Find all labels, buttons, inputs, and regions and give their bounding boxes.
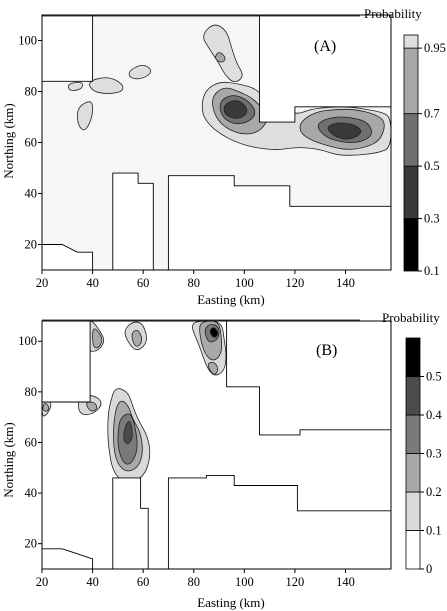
panel-a-contour-0p7-0p95-3 — [76, 101, 94, 131]
panel-b-y-tick-label-80: 80 — [25, 385, 38, 399]
panel-a-colorbar: 0.1 0.3 0.5 0.7 0.95 — [403, 34, 446, 278]
panel-a-colorbar-band-2 — [403, 113, 419, 167]
panel-a-x-tick-label-120: 120 — [286, 276, 305, 290]
panel-b-excluded-area-0 — [42, 321, 91, 403]
panel-a-contour-0p7-0p95-4 — [203, 24, 243, 83]
panel-b-colorbar-tick-label-0: 0 — [426, 562, 432, 576]
panel-b-contour-0p4-0p5-0 — [123, 421, 133, 444]
panel-b-excluded-area-1 — [226, 321, 391, 436]
panel-a-excluded-area-3 — [112, 172, 154, 270]
panel-b-legend-title: Probability — [382, 310, 440, 325]
panel-a-contour-0p7-0p95-1 — [68, 81, 83, 91]
panel-a-x-axis-label: Easting (km) — [197, 292, 265, 307]
panel-b-frame — [41, 320, 392, 570]
panel-b-colorbar-band-0 — [405, 530, 421, 570]
panel-a-x-tick-label-60: 60 — [137, 276, 150, 290]
panel-a-colorbar-tick-label-0: 0.1 — [424, 264, 440, 278]
panel-b-x-tick-label-140: 140 — [336, 575, 355, 589]
panel-b-x-axis-label: Easting (km) — [197, 595, 265, 610]
panel-b-contour-0p2-0p3-1 — [131, 330, 143, 347]
panel-a-label: (A) — [314, 38, 336, 55]
panel-b-x-tick-label-40: 40 — [86, 575, 99, 589]
panel-b-excluded-area-4 — [167, 474, 391, 569]
panel-b-x-ticks: 20 40 60 80 100 120 140 — [36, 569, 355, 589]
panel-a-y-axis-label: Northing (km) — [1, 103, 16, 178]
panel-b-colorbar-band-5 — [405, 337, 421, 377]
panel-b-y-ticks: 20 40 60 80 100 — [18, 334, 42, 551]
panel-a-y-tick-label-80: 80 — [25, 85, 38, 99]
panel-a-y-tick-label-20: 20 — [25, 238, 38, 252]
panel-b-colorbar-tick-label-3: 0.3 — [426, 447, 442, 461]
panel-b-colorbar-tick-label-5: 0.5 — [426, 370, 442, 384]
panel-a-colorbar-band-4 — [403, 34, 419, 49]
panel-b-colorbar-band-2 — [405, 453, 421, 493]
panel-a-x-ticks: 20 40 60 80 100 120 140 — [36, 270, 355, 290]
panel-a-contour-0p1-0p3-1 — [327, 122, 362, 140]
panel-a-colorbar-tick-label-1: 0.3 — [424, 212, 440, 226]
panel-a-contour-0p7-0p95-0 — [89, 77, 124, 94]
panel-b-x-tick-label-100: 100 — [235, 575, 254, 589]
panel-a-excluded-area-1 — [219, 15, 391, 123]
panel-b-y-axis-label: Northing (km) — [1, 422, 16, 497]
panel-a-colorbar-tick-label-2: 0.5 — [424, 159, 440, 173]
panel-a-contour-0p7-0p95-2 — [128, 64, 152, 80]
panel-b-y-tick-label-40: 40 — [25, 486, 38, 500]
panel-a-x-tick-label-100: 100 — [235, 276, 254, 290]
panel-b-colorbar-tick-label-4: 0.4 — [426, 408, 442, 422]
panel-a-y-ticks: 20 40 60 80 100 — [18, 34, 42, 252]
panel-a-y-tick-label-60: 60 — [25, 136, 38, 150]
panel-a-y-tick-label-40: 40 — [25, 187, 38, 201]
panel-a-legend-title: Probability — [364, 6, 422, 21]
panel-b-colorbar-band-1 — [405, 491, 421, 531]
panel-b-contour-0p2-0p3-2 — [42, 403, 50, 412]
panel-a-colorbar-band-1 — [403, 165, 419, 219]
panel-b-colorbar-band-4 — [405, 376, 421, 416]
panel-b-y-tick-label-60: 60 — [25, 435, 38, 449]
panel-b-x-tick-label-20: 20 — [36, 575, 49, 589]
panel-a-x-tick-label-140: 140 — [336, 276, 355, 290]
panel-b-contour-0p5-0p6-0 — [209, 327, 219, 338]
panel-a-contours — [42, 15, 391, 270]
panel-b-contours — [42, 321, 391, 569]
panel-a-plot-area — [41, 14, 392, 271]
panel-b-y-tick-label-20: 20 — [25, 537, 38, 551]
panel-a-excluded-area-4 — [167, 175, 391, 270]
panel-a-contour-0p5-0p7-0 — [215, 52, 226, 63]
panel-b-colorbar: 0 0.1 0.2 0.3 0.4 0.5 — [405, 337, 442, 576]
panel-b-x-tick-label-80: 80 — [187, 575, 200, 589]
panel-a-colorbar-tick-label-3: 0.7 — [424, 107, 440, 121]
panel-a-excluded-area-0 — [42, 15, 94, 82]
panel-b-y-tick-label-100: 100 — [18, 334, 37, 348]
panel-a-y-tick-label-100: 100 — [18, 34, 37, 48]
panel-b: 20 40 60 80 100 120 140 20 40 60 80 100 (B) Eastin… — [1, 310, 442, 610]
panel-a-excluded-area-2 — [42, 244, 94, 270]
panel-b-excluded-area-2 — [42, 548, 94, 569]
panel-b-contour-0p2-0p3-0 — [92, 328, 103, 349]
panel-b-plot-area — [41, 319, 392, 570]
panel-a: 20 40 60 80 100 120 140 20 40 60 80 100 (A) Eastin… — [1, 6, 446, 307]
panel-a-contour-0p1-0p3-0 — [223, 100, 248, 119]
panel-a-x-tick-label-80: 80 — [187, 276, 200, 290]
panel-a-colorbar-band-3 — [403, 47, 419, 115]
panel-b-x-tick-label-120: 120 — [286, 575, 305, 589]
panel-a-colorbar-tick-label-4: 0.95 — [424, 41, 446, 55]
panel-b-colorbar-band-3 — [405, 414, 421, 454]
panel-b-colorbar-tick-label-1: 0.1 — [426, 524, 442, 538]
panel-b-x-tick-label-60: 60 — [137, 575, 150, 589]
panel-a-x-tick-label-40: 40 — [86, 276, 99, 290]
panel-b-label: (B) — [316, 342, 337, 359]
panel-a-colorbar-band-0 — [403, 218, 419, 272]
panel-b-excluded-area-3 — [112, 477, 149, 569]
panel-b-contour-0p2-0p3-6 — [207, 362, 219, 375]
panel-a-x-tick-label-20: 20 — [36, 276, 49, 290]
panel-b-colorbar-tick-label-2: 0.2 — [426, 485, 442, 499]
